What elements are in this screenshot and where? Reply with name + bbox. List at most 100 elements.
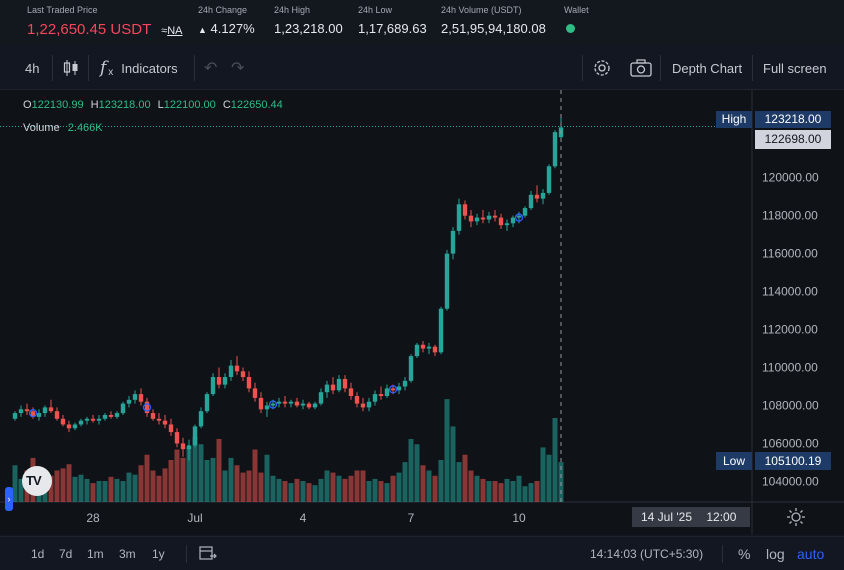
event-marker-icon[interactable] [28, 408, 38, 418]
volume-bar [264, 454, 270, 502]
range-3m[interactable]: 3m [119, 547, 136, 561]
percent-scale-toggle[interactable]: % [738, 546, 751, 562]
volume-bar [534, 481, 540, 502]
range-7d[interactable]: 7d [59, 547, 73, 561]
event-marker-icon[interactable] [142, 403, 152, 412]
last-traded-value: 1,22,650.45 USDT [27, 21, 152, 38]
volume-bar [420, 465, 426, 502]
candle-body [402, 380, 408, 387]
candlestick-chart[interactable]: 104000.00 106000.00 108000.00 110000.00 1120… [0, 90, 844, 535]
candle-body [30, 411, 36, 417]
volume-bar [114, 478, 120, 502]
screenshot-button[interactable] [630, 57, 652, 79]
candle-body [120, 403, 126, 414]
range-1y[interactable]: 1y [152, 547, 165, 561]
volume-bar [168, 460, 174, 502]
camera-icon [630, 59, 652, 77]
candle-body [552, 132, 558, 167]
settings-button[interactable] [592, 57, 612, 79]
candle-body [240, 371, 246, 378]
price-chart[interactable]: 104000.00 106000.00 108000.00 110000.00 1120… [0, 90, 844, 535]
undo-button[interactable]: ↶ [204, 57, 217, 79]
volume-bar [450, 426, 456, 502]
range-1d[interactable]: 1d [31, 547, 45, 561]
event-marker-icon[interactable] [388, 385, 398, 394]
market-header: Last Traded Price 1,22,650.45 USDT ≈NA 2… [0, 0, 844, 46]
volume-bar [360, 470, 366, 502]
candle-body [330, 384, 336, 391]
candle-body [342, 378, 348, 389]
candle-body [426, 346, 432, 349]
candle-body [18, 409, 24, 414]
candle-body [36, 413, 42, 417]
range-1m[interactable]: 1m [87, 547, 104, 561]
volume-legend-label: Volume [23, 122, 60, 134]
candle-body [264, 405, 270, 410]
high-value: 1,23,218.00 [274, 21, 343, 36]
volume-bar [258, 472, 264, 502]
wallet-label: Wallet [564, 5, 589, 15]
toolbar-divider [752, 55, 753, 81]
volume-bar [180, 457, 186, 502]
candle-body [144, 401, 150, 414]
volume-label: 24h Volume (USDT) [441, 5, 522, 15]
volume-bar [108, 476, 114, 502]
candle-body [354, 396, 360, 404]
side-panel-toggle[interactable]: › [5, 487, 13, 511]
change-value: 4.127% [210, 21, 255, 36]
volume-bar [540, 447, 546, 502]
interval-selector[interactable]: 4h [25, 60, 40, 76]
volume-bar [120, 481, 126, 502]
up-arrow-icon: ▲ [198, 25, 207, 35]
candle-body [234, 365, 240, 372]
volume-bar [462, 454, 468, 502]
auto-scale-toggle[interactable]: auto [797, 546, 825, 562]
candle-body [282, 401, 288, 404]
volume-bar [48, 475, 54, 502]
time-axis-settings-button[interactable] [786, 507, 806, 527]
candle-body [474, 217, 480, 222]
event-marker-icon[interactable] [268, 400, 278, 409]
candle-style-button[interactable] [62, 57, 80, 79]
high-legend-value: 123218.00 [98, 99, 151, 111]
date-range-button[interactable] [199, 545, 217, 566]
fiat-equivalent-value[interactable]: NA [167, 25, 183, 37]
candle-body [90, 418, 96, 421]
full-screen-button[interactable]: Full screen [763, 60, 827, 76]
volume-bar [414, 444, 420, 502]
candle-body [510, 217, 516, 224]
redo-button[interactable]: ↷ [231, 57, 244, 79]
candle-body [102, 414, 108, 419]
depth-chart-button[interactable]: Depth Chart [672, 60, 743, 76]
volume-bar [354, 470, 360, 502]
volume-bar [330, 472, 336, 502]
volume-bar [300, 481, 306, 502]
log-scale-toggle[interactable]: log [766, 546, 785, 562]
candle-body [54, 411, 60, 419]
price-tick-label: 106000.00 [762, 436, 819, 450]
high-tag-value: 123218.00 [755, 111, 831, 128]
volume-bar [210, 457, 216, 502]
volume-bar [492, 481, 498, 502]
volume-bar [456, 462, 462, 502]
candle-body [312, 403, 318, 408]
volume-bar [222, 470, 228, 502]
volume-bar [552, 418, 558, 502]
volume-bar [132, 474, 138, 502]
candle-body [366, 401, 372, 408]
candle-body [186, 445, 192, 450]
clock-display[interactable]: 14:14:03 (UTC+5:30) [590, 547, 704, 561]
candle-body [216, 377, 222, 385]
event-marker-icon[interactable] [514, 213, 524, 222]
candle-body [24, 409, 30, 412]
low-legend-value: 122100.00 [163, 99, 216, 111]
volume-bar [372, 478, 378, 502]
volume-bar [90, 483, 96, 502]
tradingview-logo[interactable]: TV [22, 466, 52, 496]
open-label: O [23, 99, 32, 111]
undo-icon: ↶ [204, 60, 218, 77]
volume-bar [324, 470, 330, 502]
candle-body [288, 401, 294, 404]
volume-bar [234, 465, 240, 502]
